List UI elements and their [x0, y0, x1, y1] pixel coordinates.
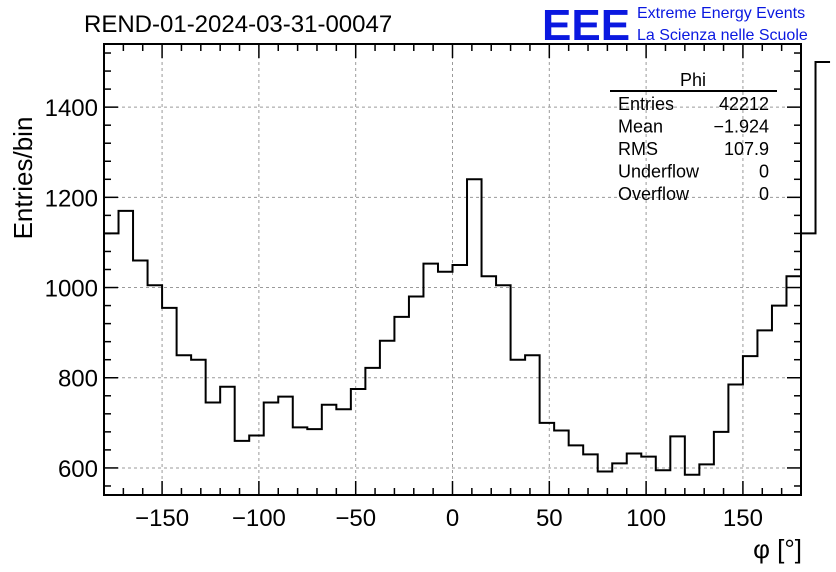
histogram-bin — [467, 179, 482, 495]
histogram-outline — [104, 61, 831, 476]
histogram-bin — [482, 276, 497, 495]
histogram-bin — [423, 264, 438, 495]
histogram-bin — [453, 265, 468, 495]
x-tick-label: 50 — [536, 505, 563, 532]
logo-line-2: La Scienza nelle Scuole — [637, 27, 808, 44]
histogram-bin — [656, 470, 671, 495]
histogram-bin — [670, 436, 685, 495]
histogram-bin — [365, 368, 380, 495]
histogram-bin — [496, 285, 511, 495]
grid-lines — [104, 44, 801, 495]
histogram-bin — [351, 389, 366, 495]
histogram-bin — [598, 472, 613, 495]
histogram-bin — [162, 308, 177, 495]
histogram-bin — [409, 297, 424, 495]
x-tick-label: −150 — [135, 505, 189, 532]
histogram-bin — [685, 475, 700, 495]
stats-title: Phi — [680, 70, 706, 90]
histogram-bin — [728, 385, 743, 495]
y-tick-label: 1400 — [45, 95, 98, 122]
histogram-bin — [119, 211, 134, 495]
histogram-bin — [801, 233, 816, 495]
plot-title: REND-01-2024-03-31-00047 — [84, 11, 392, 38]
histogram-bin — [714, 432, 729, 495]
histogram-bin — [191, 360, 206, 495]
histogram-bin — [380, 341, 395, 495]
y-tick-label: 600 — [58, 456, 98, 483]
histogram-bin — [540, 423, 555, 495]
histogram-bin — [278, 397, 293, 495]
histogram-bin — [525, 355, 540, 495]
histogram-bin — [786, 276, 801, 495]
histogram-bin — [336, 409, 351, 495]
histogram-bin — [554, 431, 569, 495]
histogram-bin — [699, 464, 714, 495]
tick-labels: −150 −100 −50 0 50 100 150 600 800 1000 1200 1400 — [45, 95, 763, 532]
logo-line-1: Extreme Energy Events — [637, 5, 805, 22]
logo-letters: EEE — [542, 1, 630, 50]
histogram-bin — [816, 62, 831, 495]
x-tick-label: 150 — [723, 505, 763, 532]
histogram-bin — [206, 403, 221, 495]
histogram-bin — [511, 360, 526, 495]
stats-label: Underflow — [618, 162, 700, 182]
axis-ticks — [103, 44, 802, 495]
stats-value: 0 — [759, 162, 769, 182]
histogram-bin — [627, 454, 642, 495]
histogram-bin — [322, 405, 337, 495]
stats-label: Entries — [618, 94, 674, 114]
stats-label: Overflow — [618, 184, 690, 204]
histogram-bin — [104, 233, 119, 495]
x-tick-label: −100 — [232, 505, 286, 532]
histogram-bin — [583, 454, 598, 495]
histogram-bin — [772, 306, 787, 495]
histogram-bin — [220, 387, 235, 495]
x-axis-title: φ [°] — [753, 534, 802, 564]
histogram-bin — [641, 457, 656, 495]
stats-box: Phi Entries 42212 Mean −1.924 RMS 107.9 Underf… — [610, 70, 777, 204]
y-tick-label: 1000 — [45, 276, 98, 303]
histogram-bars — [104, 61, 831, 495]
eee-logo: EEE Extreme Energy Events La Scienza nel… — [542, 1, 808, 50]
y-axis-title: Entries/bin — [8, 117, 38, 240]
histogram-bin — [757, 330, 772, 495]
stats-label: Mean — [618, 117, 663, 137]
histogram-bin — [293, 427, 308, 495]
histogram-bin — [743, 356, 758, 495]
histogram-bin — [264, 403, 279, 495]
histogram-bin — [569, 445, 584, 495]
stats-value: −1.924 — [713, 117, 769, 137]
y-tick-label: 800 — [58, 366, 98, 393]
histogram-bin — [177, 355, 192, 495]
y-tick-label: 1200 — [45, 185, 98, 212]
histogram-bin — [438, 272, 453, 495]
stats-value: 0 — [759, 184, 769, 204]
stats-label: RMS — [618, 139, 658, 159]
stats-value: 42212 — [719, 94, 769, 114]
histogram-bin — [148, 285, 163, 495]
stats-value: 107.9 — [724, 139, 769, 159]
histogram-bin — [249, 435, 264, 495]
histogram-bin — [307, 429, 322, 495]
x-tick-label: 0 — [446, 505, 459, 532]
x-tick-label: −50 — [335, 505, 376, 532]
x-tick-label: 100 — [626, 505, 666, 532]
